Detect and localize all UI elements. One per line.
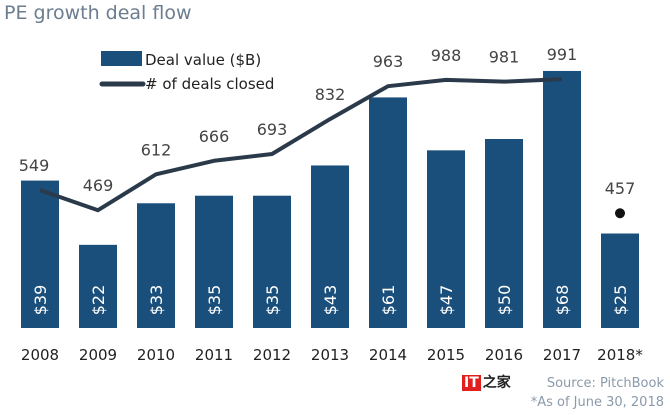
bar-2012 — [253, 195, 291, 328]
x-tick-2012: 2012 — [253, 346, 291, 364]
x-tick-2014: 2014 — [369, 346, 407, 364]
x-tick-2013: 2013 — [311, 346, 349, 364]
bar-label-2012: $35 — [263, 285, 282, 316]
bar-2018* — [601, 233, 639, 328]
x-tick-2017: 2017 — [543, 346, 581, 364]
watermark-logo: IT 之家 — [462, 375, 511, 391]
x-tick-2008: 2008 — [21, 346, 59, 364]
deals-point-2018 — [615, 208, 625, 219]
footnote: *As of June 30, 2018 — [530, 395, 664, 410]
deals-label-2008: 549 — [19, 156, 50, 175]
bar-2014 — [369, 97, 407, 328]
bar-label-2014: $61 — [379, 285, 398, 316]
deals-label-2015: 988 — [431, 46, 462, 65]
deals-label-2017: 991 — [547, 45, 578, 64]
x-tick-2015: 2015 — [427, 346, 465, 364]
bar-2009 — [79, 244, 117, 328]
x-tick-2010: 2010 — [137, 346, 175, 364]
bar-2010 — [137, 203, 175, 328]
bar-label-2008: $39 — [31, 285, 50, 316]
bar-label-2010: $33 — [147, 285, 166, 316]
x-tick-2009: 2009 — [79, 346, 117, 364]
bar-label-2018*: $25 — [611, 285, 630, 316]
deals-label-2014: 963 — [373, 52, 404, 71]
deals-label-2011: 666 — [199, 127, 230, 146]
bar-label-2017: $68 — [553, 285, 572, 316]
legend-label-line: # of deals closed — [145, 75, 274, 93]
deals-label-2009: 469 — [83, 176, 114, 195]
deals-label-2012: 693 — [257, 120, 288, 139]
deals-label-2013: 832 — [315, 85, 346, 104]
deals-label-2010: 612 — [141, 140, 172, 159]
bar-2015 — [427, 150, 465, 328]
deals-label-2018*: 457 — [605, 179, 636, 198]
x-tick-2011: 2011 — [195, 346, 233, 364]
bar-2016 — [485, 139, 523, 328]
bar-2011 — [195, 195, 233, 328]
bar-label-2011: $35 — [205, 285, 224, 316]
source-note: Source: PitchBook — [546, 376, 664, 391]
bar-2008 — [21, 180, 59, 328]
legend-swatch-bars — [101, 51, 142, 66]
x-tick-2018*: 2018* — [597, 346, 643, 364]
bar-label-2015: $47 — [437, 285, 456, 316]
bar-2013 — [311, 165, 349, 328]
deals-line — [39, 77, 563, 213]
x-tick-2016: 2016 — [485, 346, 523, 364]
deals-label-2016: 981 — [489, 48, 520, 67]
legend-label-bars: Deal value ($B) — [145, 51, 261, 69]
bar-label-2009: $22 — [89, 285, 108, 316]
bar-label-2013: $43 — [321, 285, 340, 316]
bar-label-2016: $50 — [495, 285, 514, 316]
chart-title: PE growth deal flow — [4, 2, 192, 24]
bar-2017 — [543, 70, 581, 329]
